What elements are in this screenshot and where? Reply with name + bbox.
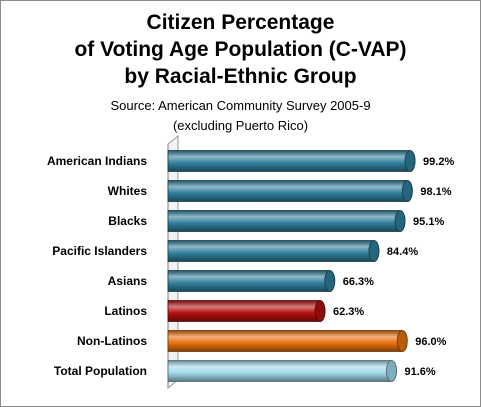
bar-end-cap — [394, 210, 406, 232]
bar-blacks — [167, 210, 406, 232]
chart-subtitle-line-2: (excluding Puerto Rico) — [172, 118, 309, 133]
value-label: 99.2% — [423, 156, 454, 168]
category-label: Asians — [108, 274, 148, 288]
category-label: American Indians — [47, 154, 147, 168]
category-label: Latinos — [104, 304, 147, 318]
bar-asians — [167, 270, 336, 292]
bar-end-cap — [314, 300, 326, 322]
bar-pacific-islanders — [167, 240, 380, 262]
value-label: 96.0% — [415, 336, 446, 348]
chart-subtitle-line-1: Source: American Community Survey 2005-9 — [110, 98, 371, 113]
chart-title-line-3: by Racial-Ethnic Group — [124, 65, 357, 88]
category-label: Whites — [108, 184, 148, 198]
bar-american-indians — [167, 150, 416, 172]
bar-whites — [167, 180, 413, 202]
category-label: Blacks — [108, 214, 147, 228]
value-label: 66.3% — [343, 276, 374, 288]
bar-layer — [167, 150, 416, 382]
chart-title-line-1: Citizen Percentage — [146, 11, 335, 34]
bar-total-population — [167, 360, 397, 382]
bar-end-cap — [324, 270, 336, 292]
label-layer: American Indians 99.2% Whites 98.1% Blacks 95… — [47, 154, 454, 378]
value-label: 91.6% — [405, 366, 436, 378]
value-label: 84.4% — [387, 246, 418, 258]
bar-end-cap — [386, 360, 397, 382]
bar-end-cap — [396, 330, 408, 352]
category-label: Pacific Islanders — [52, 244, 147, 258]
bar-non-latinos — [167, 330, 408, 352]
value-label: 62.3% — [333, 306, 364, 318]
bar-end-cap — [404, 150, 416, 172]
bar-end-cap — [401, 180, 413, 202]
chart-title-line-2: of Voting Age Population (C-VAP) — [74, 38, 407, 61]
value-label: 95.1% — [413, 216, 444, 228]
bar-end-cap — [368, 240, 380, 262]
value-label: 98.1% — [420, 186, 451, 198]
category-label: Non-Latinos — [77, 334, 147, 348]
category-label: Total Population — [54, 364, 147, 378]
bar-latinos — [167, 300, 326, 322]
